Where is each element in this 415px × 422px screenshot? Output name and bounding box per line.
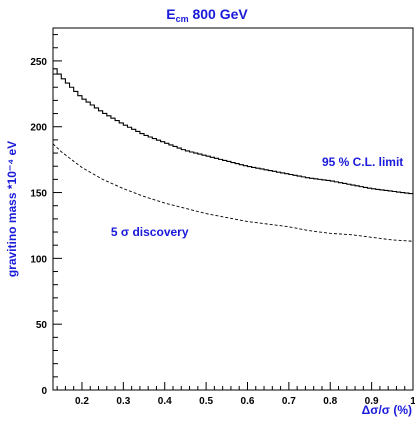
x-tick-label: 0.6 <box>241 396 255 407</box>
x-tick-label: 0.7 <box>282 396 296 407</box>
y-tick-label: 250 <box>30 57 47 68</box>
x-tick-label: 0.4 <box>158 396 172 407</box>
x-tick-label: 0.3 <box>116 396 130 407</box>
annotation-0: 95 % C.L. limit <box>322 155 403 169</box>
series-line-cl-limit <box>53 68 413 195</box>
x-tick-label: 0.5 <box>199 396 213 407</box>
y-tick-label: 200 <box>30 123 47 134</box>
x-axis-ticks: 0.2 0.3 0.4 0.5 0.6 0.7 0.8 0.9 1 <box>56 382 415 407</box>
annotations: 95 % C.L. limit 5 σ discovery <box>111 155 403 239</box>
series-line-discovery <box>52 143 414 242</box>
y-tick-label: 100 <box>30 254 47 265</box>
y-axis-label: gravitino mass *10⁻⁴ eV <box>5 141 19 277</box>
annotation-1: 5 σ discovery <box>111 225 189 239</box>
y-tick-label: 0 <box>41 386 47 397</box>
plot-frame <box>52 27 414 391</box>
y-axis-ticks: 0 50 100 150 200 250 <box>30 34 62 397</box>
x-tick-label: 1 <box>410 396 415 407</box>
x-tick-label: 0.8 <box>323 396 337 407</box>
series-group <box>52 68 414 242</box>
y-tick-label: 50 <box>36 320 48 331</box>
x-tick-label: 0.2 <box>75 396 89 407</box>
chart-title: Ecm 800 GeV <box>166 6 248 24</box>
y-tick-label: 150 <box>30 189 47 200</box>
x-tick-label: 0.9 <box>365 396 379 407</box>
x-axis-label: Δσ/σ (%) <box>362 403 412 417</box>
